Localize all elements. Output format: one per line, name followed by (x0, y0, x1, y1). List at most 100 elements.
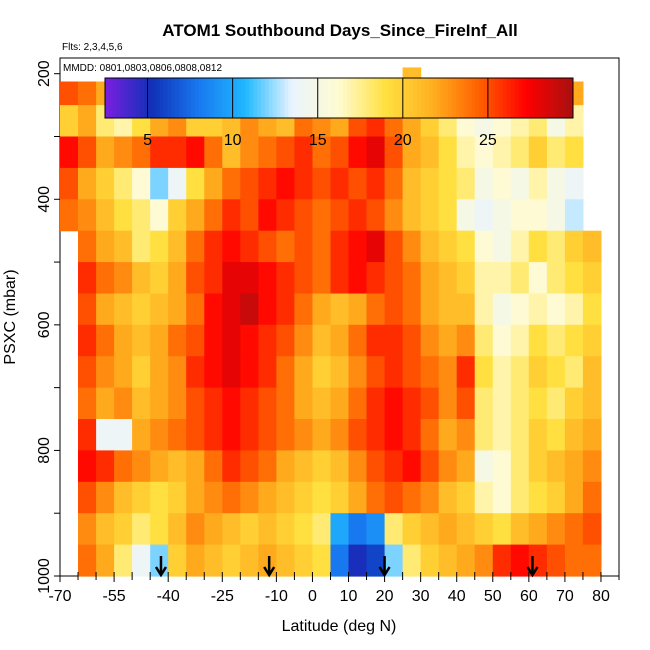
heatmap-cell (60, 199, 79, 232)
heatmap-cell (438, 293, 458, 326)
heatmap-cell (564, 450, 584, 483)
heatmap-cell (150, 419, 169, 451)
heatmap-cell (384, 136, 404, 169)
heatmap-cell (168, 513, 187, 546)
heatmap-cell (150, 450, 169, 483)
heatmap-cell (96, 136, 115, 169)
heatmap-cell (132, 136, 151, 169)
heatmap-cell (384, 513, 404, 546)
heatmap-cell (474, 481, 494, 514)
heatmap-cell (510, 324, 530, 357)
heatmap-cell (78, 262, 97, 295)
colorbar-swatch (514, 78, 519, 118)
heatmap-cell (96, 293, 115, 326)
heatmap-cell (78, 199, 97, 232)
heatmap-cell (222, 230, 241, 263)
colorbar-swatch (444, 78, 449, 118)
heatmap-cell (348, 450, 368, 483)
heatmap-cell (384, 419, 404, 451)
heatmap-cell (96, 544, 115, 577)
heatmap-cell (528, 262, 548, 295)
heatmap-cell (420, 230, 440, 263)
heatmap-cell (438, 136, 458, 169)
colorbar-swatch (436, 78, 441, 118)
heatmap-cell (96, 199, 115, 232)
heatmap-cell (222, 356, 241, 389)
heatmap-cell (204, 481, 223, 514)
heatmap-cell (78, 81, 97, 106)
heatmap-cell (420, 199, 440, 232)
colorbar-swatch (222, 78, 227, 118)
colorbar-swatch (319, 78, 324, 118)
colorbar-swatch (218, 78, 223, 118)
heatmap-cell (186, 513, 205, 546)
heatmap-cell (204, 544, 223, 577)
colorbar-swatch (452, 78, 457, 118)
colorbar-swatch (307, 78, 313, 118)
heatmap-cell (564, 293, 584, 326)
heatmap-cell (366, 450, 386, 483)
heatmap-cell (528, 293, 548, 326)
heatmap-cell (276, 513, 295, 546)
heatmap-cell (114, 513, 133, 546)
heatmap-cell (384, 356, 404, 389)
heatmap-cell (330, 293, 350, 326)
heatmap-cell (438, 262, 458, 295)
heatmap-cell (60, 105, 79, 138)
heatmap-cell (258, 293, 277, 326)
colorbar-swatch (311, 78, 317, 118)
heatmap-cell (582, 481, 602, 514)
heatmap-cell (96, 481, 115, 514)
heatmap-cell (474, 419, 494, 451)
colorbar-swatch (557, 78, 562, 118)
heatmap-cell (204, 356, 223, 389)
heatmap-cell (564, 387, 584, 420)
x-axis-label: Latitude (deg N) (282, 618, 397, 635)
heatmap-cell (186, 450, 205, 483)
heatmap-cell (564, 356, 584, 389)
heatmap-cell (474, 356, 494, 389)
heatmap-cell (276, 481, 295, 514)
heatmap-cell (564, 324, 584, 357)
heatmap-cell (456, 230, 476, 263)
x-tick-label: 40 (448, 588, 466, 605)
colorbar-swatch (553, 78, 558, 118)
heatmap-cell (294, 293, 313, 326)
heatmap-cell (114, 230, 133, 263)
heatmap-cell (168, 199, 187, 232)
heatmap-cell (222, 199, 241, 232)
heatmap-cell (564, 167, 584, 200)
heatmap-cell (366, 513, 386, 546)
heatmap-cell (222, 387, 241, 420)
heatmap-cell (510, 230, 530, 263)
heatmap-cell (492, 387, 512, 420)
heatmap-cell (276, 136, 295, 169)
heatmap-cell (222, 544, 241, 577)
heatmap-cell (276, 544, 295, 577)
colorbar-swatch (479, 78, 484, 118)
heatmap-cell (132, 262, 151, 295)
heatmap-cell (348, 356, 368, 389)
heatmap-cell (96, 230, 115, 263)
heatmap-cell (150, 356, 169, 389)
heatmap-cell (168, 262, 187, 295)
heatmap-cell (510, 481, 530, 514)
heatmap-cell (348, 230, 368, 263)
heatmap-cell (546, 513, 566, 546)
flights-label: Flts: 2,3,4,5,6 (62, 42, 123, 53)
x-tick-label: -40 (157, 588, 180, 605)
heatmap-cell (366, 199, 386, 232)
colorbar-swatch (144, 78, 149, 118)
heatmap-cell (402, 324, 422, 357)
heatmap-cell (150, 481, 169, 514)
heatmap-cell (204, 419, 223, 451)
heatmap-cell (564, 544, 584, 577)
heatmap-cell (150, 387, 169, 420)
heatmap-cell (60, 81, 79, 106)
heatmap-cells (60, 67, 602, 577)
heatmap-cell (420, 167, 440, 200)
heatmap-cell (186, 324, 205, 357)
heatmap-cell (564, 199, 584, 232)
colorbar-swatch (370, 78, 375, 118)
heatmap-cell (456, 450, 476, 483)
